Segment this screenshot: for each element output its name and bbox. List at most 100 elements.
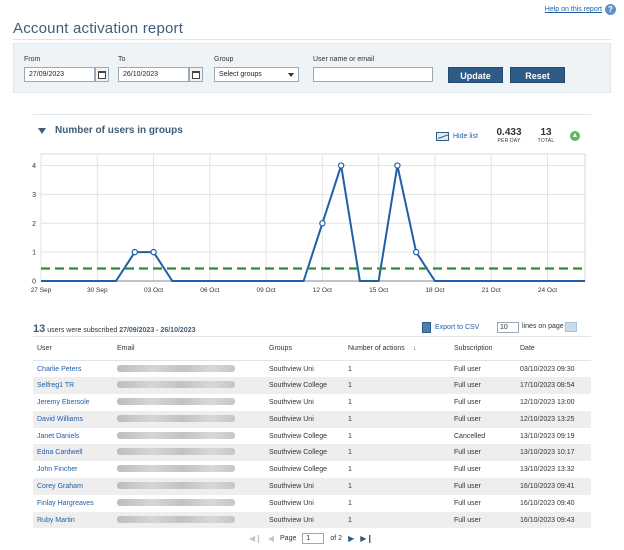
summary: 13 users were subscribed 27/09/2023 - 26… (33, 323, 195, 335)
table-row: Finlay Hargreaves Southview Uni 1 Full user… (33, 495, 591, 512)
chart-grid (40, 153, 586, 282)
hide-list-button[interactable]: Hide list (436, 132, 478, 141)
export-csv-button[interactable]: Export to CSV (422, 322, 479, 333)
update-button[interactable]: Update (448, 67, 503, 83)
collapse-caret-icon[interactable] (38, 128, 46, 134)
help-link-area[interactable]: Help on this report ? (545, 4, 616, 15)
groups-cell: Southview College (269, 432, 327, 440)
groups-cell: Southview College (265, 444, 344, 462)
redacted-email (117, 498, 235, 506)
email-cell (113, 511, 265, 529)
help-link[interactable]: Help on this report (544, 6, 602, 13)
pager: ◀❙ ◀ Page 1 of 2 ▶ ▶❙ (249, 533, 373, 544)
last-page-icon[interactable]: ▶❙ (360, 534, 374, 543)
col-groups[interactable]: Groups (265, 336, 344, 361)
subscription-cell: Full user (450, 444, 516, 462)
subscription-cell: Full user (450, 511, 516, 529)
x-tick-label: 30 Sep (87, 287, 108, 294)
sort-down-icon: ↓ (412, 345, 417, 352)
actions-cell: 1 (344, 377, 450, 395)
subscription-cell: Full user (454, 365, 481, 373)
redacted-email (117, 414, 235, 422)
summary-text: users were subscribed (47, 327, 118, 334)
user-cell[interactable]: Jeremy Ebersole (37, 398, 90, 406)
help-icon[interactable]: ? (605, 4, 616, 15)
user-cell[interactable]: Janet Daniels (37, 432, 80, 440)
redacted-email (117, 381, 235, 389)
user-cell[interactable]: Finlay Hargreaves (37, 499, 94, 507)
redacted-email (117, 431, 235, 439)
arrow-up-icon[interactable]: ▲ (570, 131, 580, 141)
data-point (412, 248, 420, 256)
date-cell: 13/10/2023 09:19 (520, 432, 575, 440)
export-csv-label: Export to CSV (435, 324, 480, 331)
groups-cell: Southview Uni (269, 398, 314, 406)
user-cell[interactable]: Selfreg1 TR (33, 377, 113, 395)
summary-range: 27/09/2023 - 26/10/2023 (119, 327, 196, 334)
lines-per-page-input[interactable]: 10 (497, 322, 519, 333)
table-row: Janet Daniels Southview College 1 Cancelled… (33, 428, 591, 445)
date-cell: 13/10/2023 10:17 (516, 444, 591, 462)
email-cell (113, 361, 265, 378)
table-row: Corey Graham Southview Uni 1 Full user 16/10… (33, 478, 591, 495)
section-divider (33, 114, 591, 115)
chart-series (41, 162, 585, 282)
per-day-label: PER DAY (497, 138, 521, 144)
subscription-cell: Cancelled (454, 432, 486, 440)
actions-cell: 1 (344, 511, 450, 529)
col-date[interactable]: Date (516, 336, 591, 361)
to-label: To (118, 56, 126, 63)
first-page-icon[interactable]: ◀❙ (249, 534, 262, 543)
apply-lines-button[interactable] (565, 322, 577, 332)
user-cell[interactable]: Corey Graham (33, 478, 113, 495)
prev-page-icon[interactable]: ◀ (267, 534, 275, 543)
user-cell[interactable]: Edna Cardwell (33, 444, 113, 462)
to-date-input[interactable]: 26/10/2023 (118, 67, 189, 82)
redacted-email (117, 515, 235, 523)
email-cell (113, 478, 265, 495)
user-cell[interactable]: John Fincher (37, 466, 78, 474)
x-tick-label: 12 Oct (313, 287, 332, 294)
subscription-cell: Full user (454, 499, 481, 507)
groups-cell: Southview Uni (269, 365, 314, 373)
table-row: John Fincher Southview College 1 Full user 1… (33, 461, 591, 478)
data-point (337, 162, 345, 169)
table-header-row: User Email Groups Number of actions ↓ Sub… (33, 336, 591, 361)
y-tick-label: 0 (32, 279, 36, 286)
data-point (150, 248, 157, 256)
lines-per-page-label: lines on page (522, 323, 564, 330)
group-select[interactable]: Select groups (214, 67, 299, 82)
user-cell[interactable]: Charlie Peters (37, 365, 82, 373)
col-user[interactable]: User (33, 336, 113, 361)
col-actions[interactable]: Number of actions ↓ (344, 336, 450, 361)
series-line-users (41, 165, 585, 282)
actions-cell: 1 (344, 410, 450, 428)
actions-cell: 1 (348, 466, 352, 474)
filter-panel: From 27/09/2023 To 26/10/2023 Group Sele… (13, 43, 611, 93)
csv-file-icon (422, 322, 431, 333)
page-title: Account activation report (13, 20, 184, 37)
data-point (394, 162, 401, 169)
redacted-email (117, 465, 235, 473)
user-search-input[interactable] (313, 67, 433, 82)
x-tick-label: 15 Oct (369, 287, 388, 294)
from-date-input[interactable]: 27/09/2023 (24, 67, 95, 82)
to-calendar-icon[interactable] (189, 67, 203, 82)
col-email[interactable]: Email (113, 336, 265, 361)
total-stat: 13 TOTAL (533, 127, 559, 144)
groups-cell: Southview Uni (265, 478, 344, 495)
col-actions-label: Number of actions (348, 345, 405, 352)
reset-button[interactable]: Reset (510, 67, 565, 83)
next-page-icon[interactable]: ▶ (348, 534, 355, 543)
date-cell: 13/10/2023 13:32 (520, 466, 575, 474)
total-value: 13 (540, 127, 552, 138)
user-cell[interactable]: David Williams (33, 410, 113, 428)
user-cell[interactable]: Ruby Martin (33, 511, 113, 529)
col-subscription[interactable]: Subscription (450, 336, 516, 361)
x-tick-label: 06 Oct (200, 287, 219, 294)
from-calendar-icon[interactable] (95, 67, 109, 82)
groups-cell: Southview College (265, 377, 344, 395)
y-tick-label: 3 (32, 192, 36, 199)
page-input[interactable]: 1 (302, 533, 325, 544)
x-tick-label: 24 Oct (538, 287, 557, 294)
